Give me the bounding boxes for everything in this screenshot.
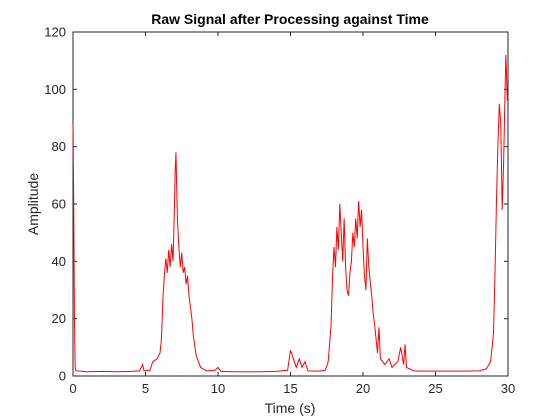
- x-tick-label: 30: [501, 381, 515, 396]
- x-tick-label: 10: [211, 381, 225, 396]
- axis-ticks: 0 5 10 15 20 25 30 0 20 40 60 80 100 120: [44, 25, 515, 397]
- x-tick-label: 5: [142, 381, 149, 396]
- y-tick-label: 120: [44, 25, 66, 40]
- plot-area: [72, 31, 509, 377]
- x-tick-label: 0: [69, 381, 76, 396]
- y-tick-label: 20: [52, 311, 66, 326]
- x-tick-label: 20: [356, 381, 370, 396]
- x-axis-label: Time (s): [265, 400, 316, 416]
- series-line: [72, 54, 509, 373]
- y-tick-label: 0: [59, 369, 66, 384]
- x-tick-label: 15: [283, 381, 297, 396]
- x-tick-label: 25: [428, 381, 442, 396]
- y-axis-label: Amplitude: [25, 173, 41, 235]
- y-tick-label: 60: [52, 197, 66, 212]
- chart-title: Raw Signal after Processing against Time: [151, 11, 429, 27]
- y-tick-label: 40: [52, 254, 66, 269]
- y-tick-label: 100: [44, 82, 66, 97]
- y-tick-label: 80: [52, 139, 66, 154]
